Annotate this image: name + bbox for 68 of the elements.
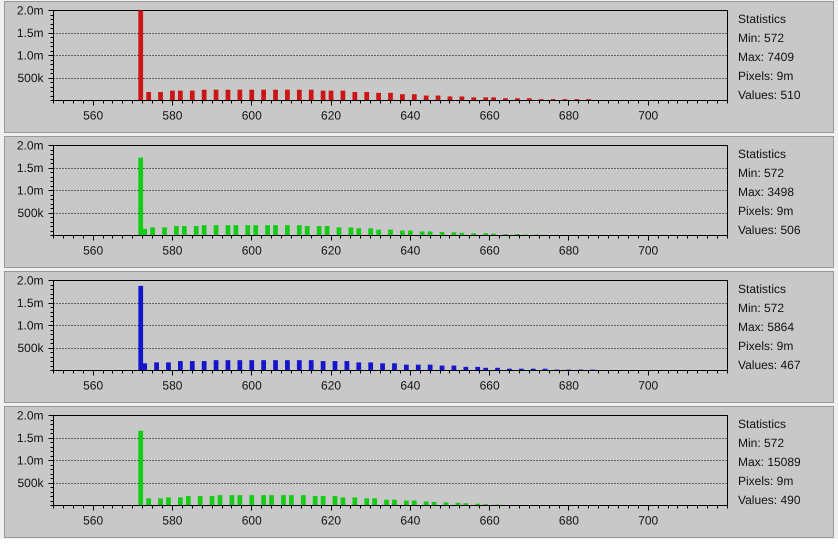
x-tick-label: 560	[83, 378, 104, 392]
x-tick-label: 700	[638, 514, 659, 528]
x-tick-label: 580	[162, 244, 183, 258]
text: Max: 15089	[738, 454, 801, 471]
y-tick-label: 2.0m	[16, 138, 44, 152]
x-tick-label: 680	[558, 378, 580, 392]
x-tick-label: 620	[321, 514, 342, 528]
x-tick-label: 600	[242, 108, 262, 122]
y-tick-label: 1.0m	[16, 318, 44, 332]
text: Pixels: 9m	[738, 473, 794, 490]
text: Values: 510	[738, 87, 800, 104]
y-tick-label: 1.5m	[16, 161, 44, 175]
x-tick-label: 660	[480, 514, 500, 528]
y-tick-label: 1.0m	[16, 454, 44, 468]
x-tick-label: 560	[83, 108, 104, 122]
y-tick-label: 1.5m	[16, 296, 44, 310]
text: Values: 490	[738, 492, 801, 509]
x-tick-label: 640	[400, 244, 421, 258]
y-tick-label: 500k	[17, 341, 44, 355]
y-tick-label: 2.0m	[16, 4, 44, 18]
y-tick-label: 500k	[17, 206, 44, 220]
text: Values: 467	[738, 357, 800, 374]
x-tick-label: 620	[321, 108, 342, 122]
x-tick-label: 640	[400, 108, 421, 122]
x-tick-label: 560	[83, 244, 104, 258]
text: Min: 572	[738, 30, 786, 47]
x-tick-label: 660	[480, 108, 500, 122]
x-tick-label: 640	[400, 378, 421, 392]
x-tick-label: 580	[162, 514, 183, 528]
x-tick-label: 680	[558, 244, 580, 258]
y-tick-label: 2.0m	[16, 274, 44, 288]
text: Statistics	[738, 11, 788, 28]
text: Pixels: 9m	[738, 338, 794, 355]
x-tick-label: 700	[638, 378, 659, 392]
y-tick-label: 1.0m	[16, 48, 44, 62]
x-tick-label: 660	[480, 244, 500, 258]
x-tick-label: 700	[638, 244, 659, 258]
y-tick-label: 500k	[17, 476, 44, 490]
text: Max: 3498	[738, 184, 796, 201]
text: Max: 5864	[738, 319, 796, 336]
x-tick-label: 600	[242, 514, 262, 528]
text: Statistics	[738, 281, 788, 298]
y-tick-label: 2.0m	[16, 408, 44, 422]
y-tick-label: 1.0m	[16, 184, 44, 198]
text: Values: 506	[738, 222, 800, 239]
text: Min: 572	[738, 300, 786, 317]
text: Max: 7409	[738, 49, 796, 66]
y-tick-label: 1.5m	[16, 431, 44, 445]
x-tick-label: 680	[558, 108, 580, 122]
x-tick-label: 580	[162, 378, 183, 392]
x-tick-label: 600	[242, 378, 262, 392]
text: Min: 572	[738, 165, 786, 182]
text: Statistics	[738, 416, 788, 433]
text: Min: 572	[738, 435, 786, 452]
x-tick-label: 580	[162, 108, 183, 122]
x-tick-label: 620	[321, 244, 342, 258]
x-tick-label: 640	[400, 514, 421, 528]
text: Pixels: 9m	[738, 203, 794, 220]
y-tick-label: 1.5m	[16, 26, 44, 40]
x-tick-label: 660	[480, 378, 500, 392]
x-tick-label: 680	[558, 514, 580, 528]
x-tick-label: 560	[83, 514, 104, 528]
x-tick-label: 700	[638, 108, 659, 122]
x-tick-label: 600	[242, 244, 262, 258]
y-tick-label: 500k	[17, 71, 44, 85]
text: Statistics	[738, 146, 788, 163]
x-tick-label: 620	[321, 378, 342, 392]
text: Pixels: 9m	[738, 68, 794, 85]
